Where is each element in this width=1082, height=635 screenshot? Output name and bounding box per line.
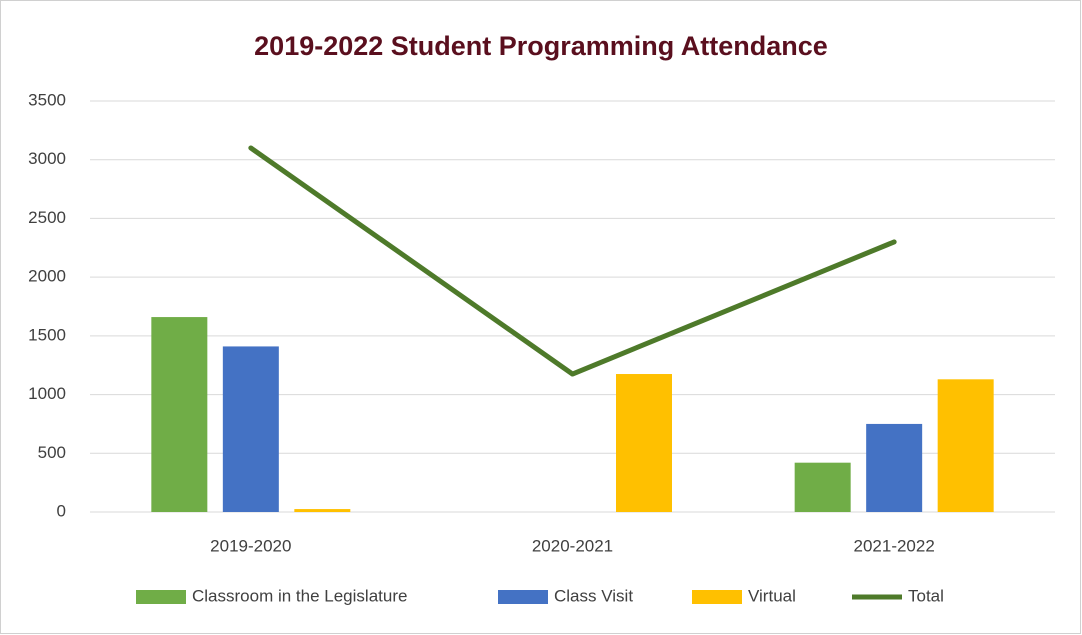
y-tick-label: 2500	[28, 208, 66, 227]
legend-swatch	[692, 590, 742, 604]
legend-label: Classroom in the Legislature	[192, 586, 407, 605]
bar	[866, 423, 923, 512]
x-tick-label: 2021-2022	[854, 536, 935, 555]
bar	[222, 346, 279, 512]
y-tick-label: 1000	[28, 384, 66, 403]
bar	[794, 462, 851, 512]
legend-swatch	[136, 590, 186, 604]
y-tick-label: 3000	[28, 149, 66, 168]
bar	[151, 317, 208, 512]
bar	[937, 379, 994, 512]
legend-label: Class Visit	[554, 586, 633, 605]
x-tick-label: 2019-2020	[210, 536, 291, 555]
legend-label: Total	[908, 586, 944, 605]
legend-label: Virtual	[748, 586, 796, 605]
line-series	[248, 145, 897, 377]
y-tick-label: 1500	[28, 325, 66, 344]
bar	[616, 374, 672, 512]
chart-title: 2019-2022 Student Programming Attendance	[254, 31, 828, 61]
y-tick-label: 2000	[28, 267, 66, 286]
y-tick-label: 500	[38, 443, 66, 462]
y-tick-label: 0	[57, 501, 66, 520]
y-tick-label: 3500	[28, 90, 66, 109]
x-tick-label: 2020-2021	[532, 536, 613, 555]
bar	[294, 509, 351, 512]
legend-swatch	[498, 590, 548, 604]
